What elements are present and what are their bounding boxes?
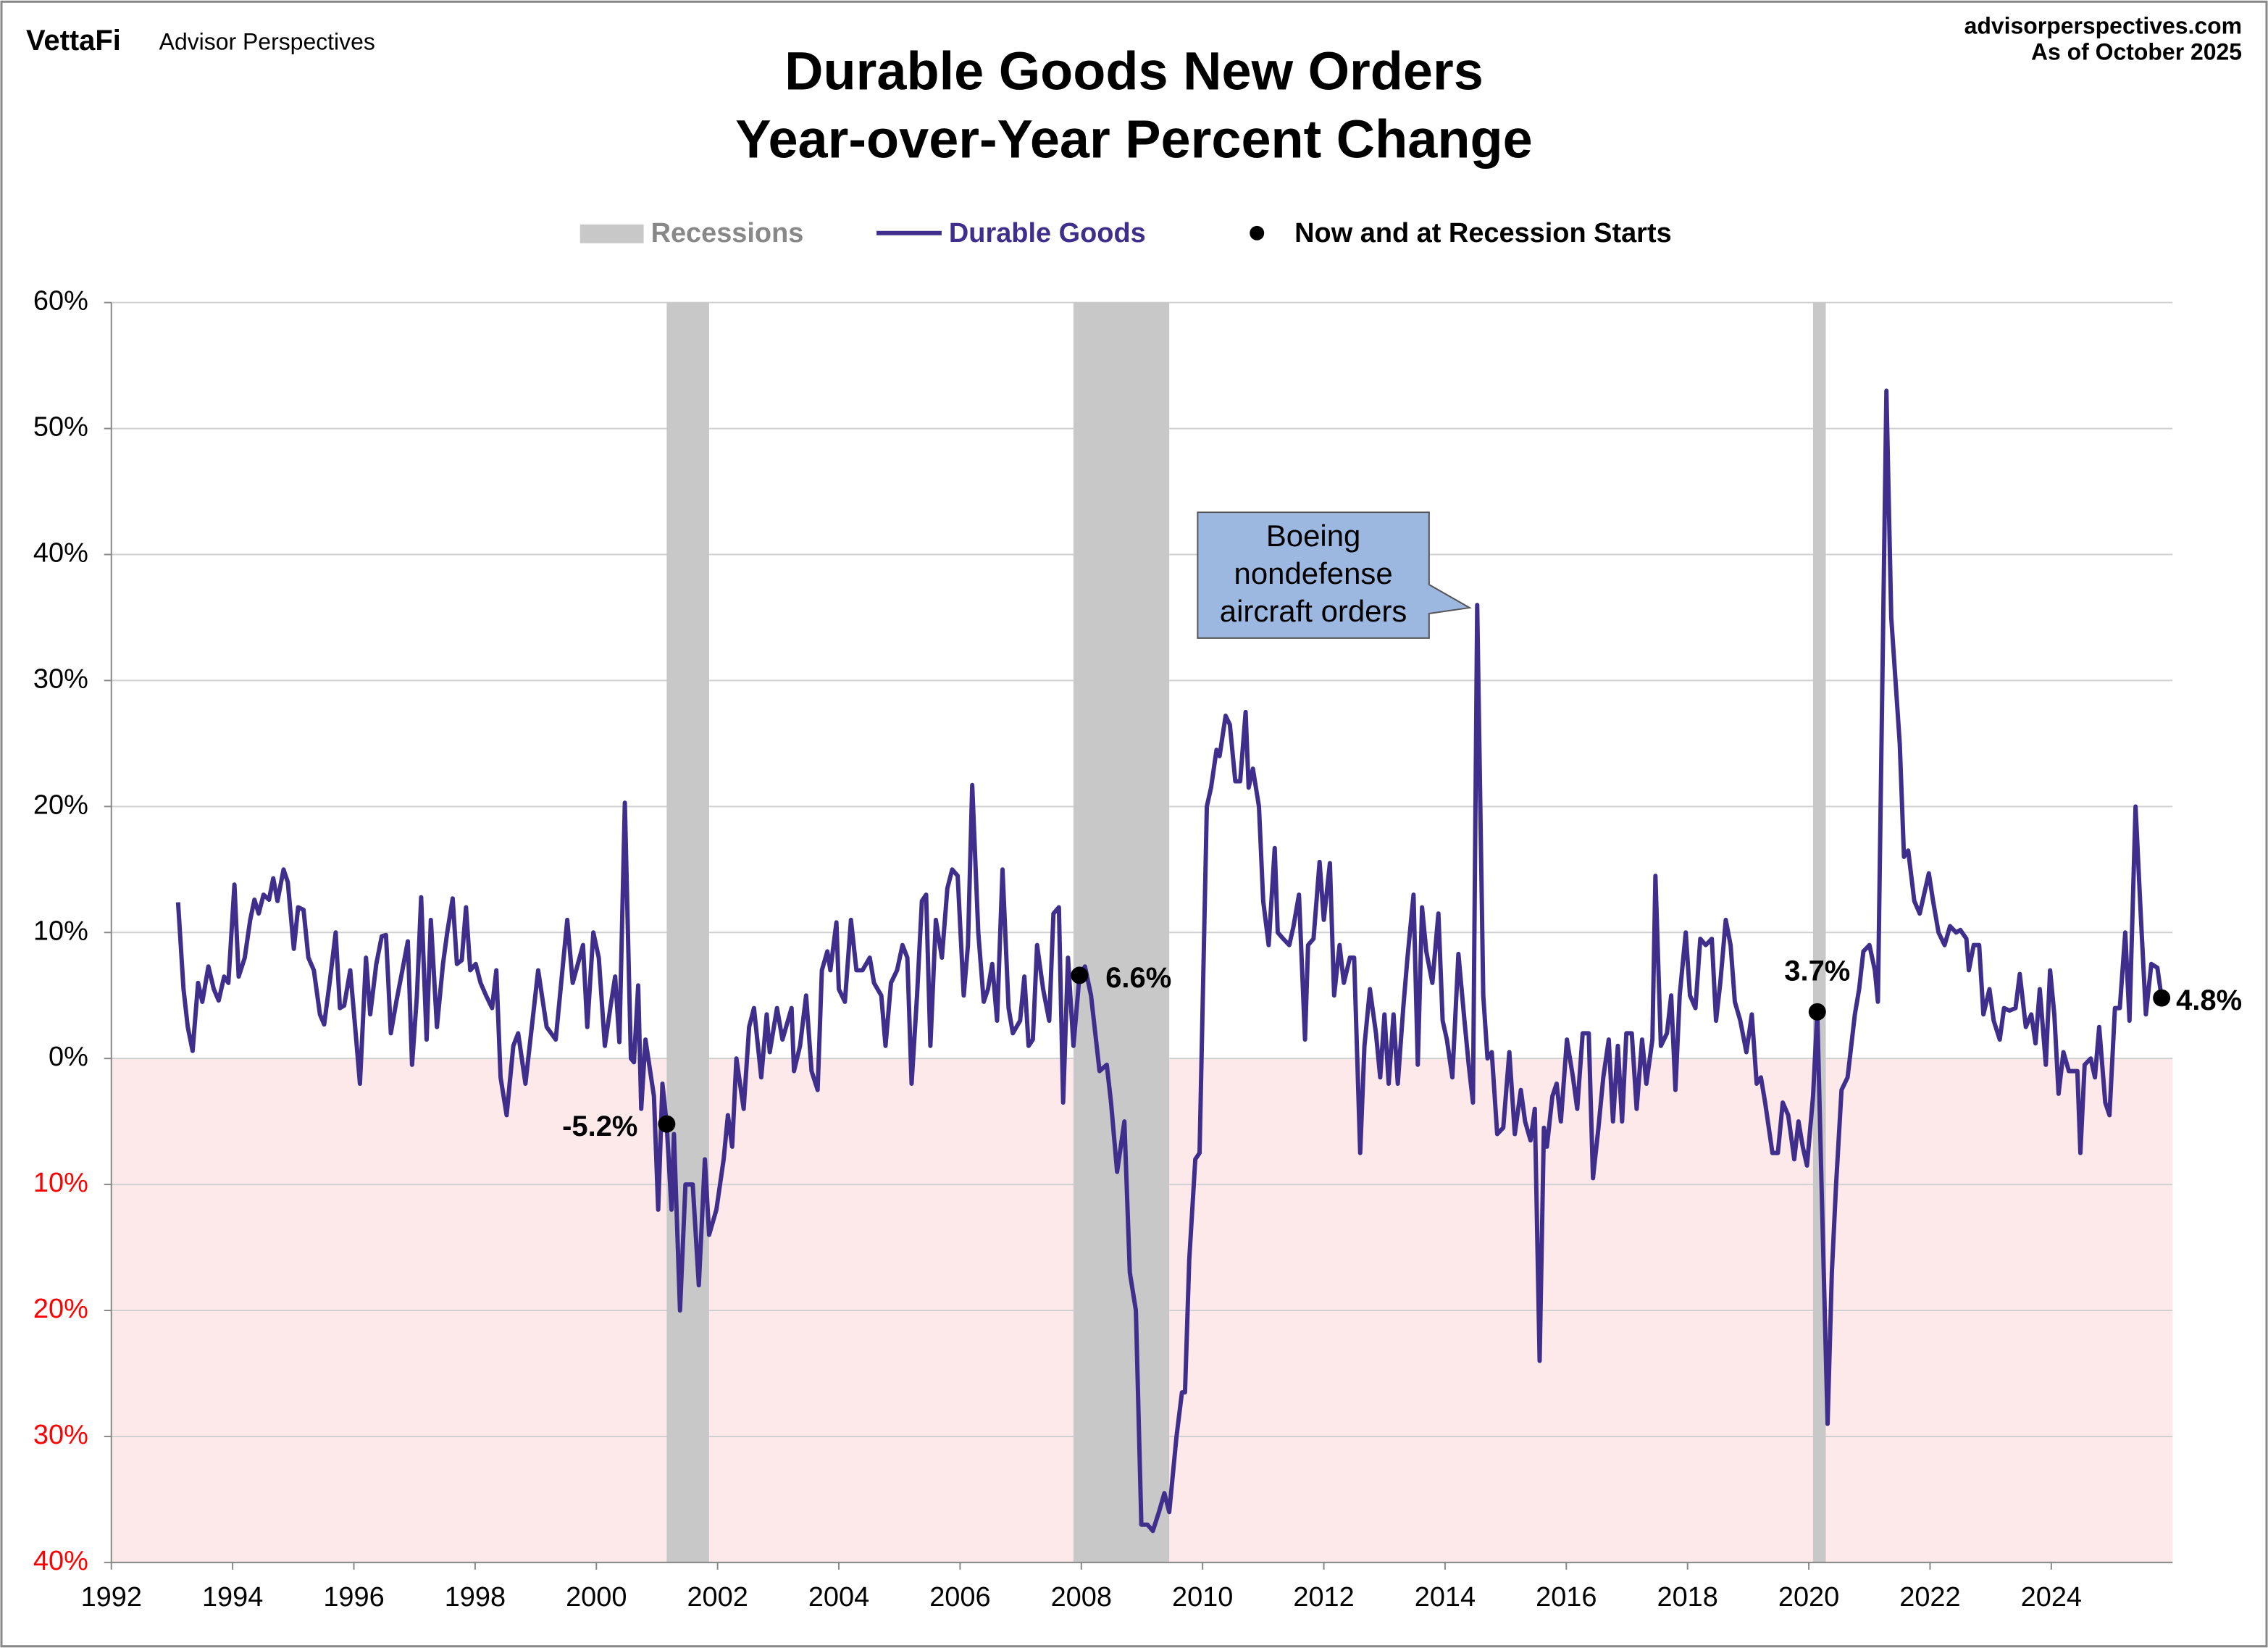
marker-label: -5.2% — [562, 1110, 637, 1142]
x-tick-label: 2016 — [1536, 1582, 1597, 1613]
x-tick-label: 2020 — [1778, 1582, 1839, 1613]
marker-label: 3.7% — [1784, 955, 1850, 987]
publisher: Advisor Perspectives — [159, 29, 375, 55]
y-tick-label: 40% — [33, 1546, 88, 1576]
x-tick-label: 2004 — [808, 1582, 869, 1613]
marker — [2153, 989, 2171, 1007]
x-tick-label: 1996 — [323, 1582, 384, 1613]
legend-swatch — [1250, 225, 1265, 240]
callout-text: nondefense — [1234, 556, 1393, 590]
y-tick-label: 50% — [33, 412, 88, 443]
x-tick-label: 2018 — [1657, 1582, 1718, 1613]
y-tick-label: 0% — [49, 1042, 88, 1072]
x-tick-label: 2022 — [1899, 1582, 1960, 1613]
x-tick-label: 2024 — [2021, 1582, 2082, 1613]
x-tick-label: 1998 — [445, 1582, 506, 1613]
y-tick-label: 30% — [33, 1420, 88, 1450]
recession-band — [1812, 302, 1826, 1563]
recession-band — [1073, 302, 1170, 1563]
x-tick-label: 2008 — [1051, 1582, 1112, 1613]
y-tick-label: 30% — [33, 664, 88, 694]
x-tick-label: 1992 — [81, 1582, 142, 1613]
website: advisorperspectives.com — [1964, 13, 2242, 39]
x-tick-label: 1994 — [202, 1582, 263, 1613]
legend-label: Durable Goods — [949, 218, 1146, 248]
y-tick-label: 10% — [33, 916, 88, 946]
x-tick-label: 2006 — [929, 1582, 990, 1613]
x-tick-label: 2002 — [687, 1582, 748, 1613]
x-tick-label: 2014 — [1415, 1582, 1476, 1613]
brand: VettaFi — [26, 25, 121, 57]
chart-title: Durable Goods New Orders — [784, 41, 1484, 101]
callout-text: aircraft orders — [1220, 594, 1407, 628]
y-tick-label: 40% — [33, 538, 88, 569]
legend-swatch — [579, 224, 644, 243]
x-tick-label: 2000 — [566, 1582, 627, 1613]
marker-label: 4.8% — [2176, 984, 2242, 1016]
marker — [658, 1115, 676, 1133]
recession-band — [666, 302, 709, 1563]
y-tick-label: 20% — [33, 1294, 88, 1324]
as-of: As of October 2025 — [2031, 39, 2242, 65]
marker — [1071, 966, 1089, 984]
marker-label: 6.6% — [1105, 962, 1171, 994]
y-tick-label: 20% — [33, 790, 88, 820]
marker — [1808, 1003, 1826, 1021]
data-line — [175, 388, 2164, 1534]
y-tick-label: 60% — [33, 286, 88, 317]
callout-text: Boeing — [1266, 519, 1361, 553]
callout-box — [1197, 511, 1472, 639]
x-tick-label: 2012 — [1293, 1582, 1354, 1613]
x-tick-label: 2010 — [1172, 1582, 1233, 1613]
legend-label: Recessions — [651, 218, 804, 248]
legend-label: Now and at Recession Starts — [1294, 218, 1672, 248]
y-tick-label: 10% — [33, 1168, 88, 1198]
chart-title: Year-over-Year Percent Change — [735, 109, 1532, 170]
